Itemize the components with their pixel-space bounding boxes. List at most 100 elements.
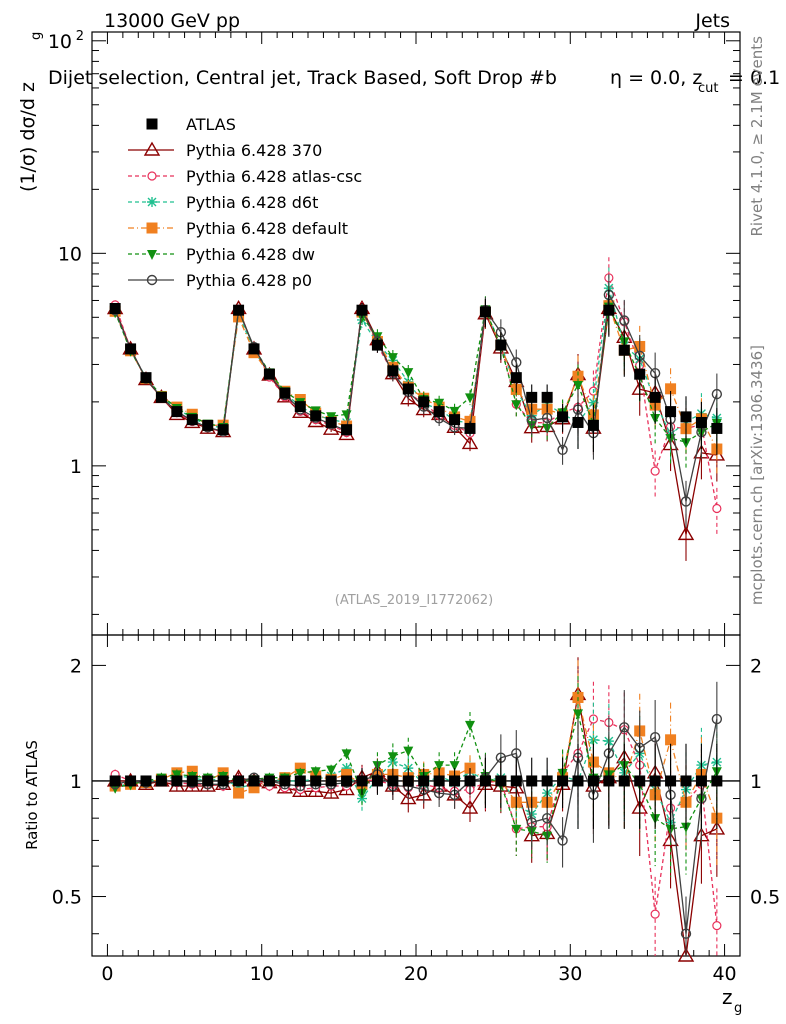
y-tick-label: 1	[70, 456, 82, 478]
ratio-point	[557, 835, 568, 846]
ratio-point	[449, 775, 461, 787]
ratio-point	[573, 709, 583, 720]
ratio-point	[155, 775, 167, 787]
ratio-point	[341, 763, 352, 774]
ratio-point	[109, 775, 121, 787]
ratio-panel	[91, 634, 741, 957]
data-point	[680, 496, 692, 507]
series-line-ratio	[115, 739, 718, 824]
ratio-point	[510, 775, 522, 787]
ratio-y-tick-label: 0.5	[52, 887, 82, 909]
data-point	[650, 466, 660, 476]
ratio-point	[479, 775, 491, 787]
ratio-point	[649, 775, 661, 787]
data-point	[433, 406, 445, 418]
plot-title-tail: = 0.1	[728, 67, 780, 89]
ratio-y-tick-label-right: 0.5	[750, 887, 780, 909]
header-right: Jets	[694, 10, 730, 32]
data-point	[588, 397, 599, 408]
side-label-bottom: mcplots.cern.ch [arXiv:1306.3436]	[748, 345, 766, 605]
y-tick-label: 10	[48, 31, 72, 53]
ratio-point	[665, 734, 677, 746]
series-pythia-6-428-p0	[109, 274, 723, 956]
ratio-point	[186, 775, 198, 787]
data-point	[572, 370, 584, 382]
ratio-point	[465, 720, 475, 731]
ratio-point	[125, 775, 137, 787]
ratio-point	[711, 775, 723, 787]
ratio-point	[677, 947, 695, 962]
data-point	[712, 503, 722, 514]
plot-title: Dijet selection, Central jet, Track Base…	[48, 67, 557, 89]
data-point	[371, 339, 383, 351]
ratio-point	[665, 775, 677, 787]
legend-entry: Pythia 6.428 default	[128, 219, 348, 238]
data-point	[233, 304, 245, 316]
data-point	[557, 411, 569, 423]
data-point	[294, 401, 306, 413]
ratio-point	[618, 775, 630, 787]
data-point	[677, 525, 695, 541]
ratio-point	[433, 775, 445, 787]
ratio-y-tick-label: 2	[70, 655, 82, 677]
ratio-point	[711, 713, 723, 725]
ratio-point	[434, 761, 445, 772]
data-point	[449, 406, 460, 417]
data-point	[465, 393, 475, 404]
header-left: 13000 GeV pp	[104, 10, 240, 32]
ratio-point	[495, 775, 507, 787]
legend-marker	[146, 274, 158, 286]
ratio-point	[171, 775, 183, 787]
ratio-point	[619, 722, 630, 733]
ratio-point	[233, 787, 245, 799]
ratio-point	[680, 928, 692, 939]
plot-title-main: Dijet selection, Central jet, Track Base…	[48, 67, 557, 89]
legend-label: Pythia 6.428 atlas-csc	[186, 167, 362, 186]
data-point	[279, 387, 291, 399]
legend-label: Pythia 6.428 default	[186, 219, 348, 238]
ratio-point	[294, 775, 306, 787]
ratio-point	[202, 775, 214, 787]
ratio-point	[511, 824, 522, 835]
ratio-point	[403, 746, 414, 757]
x-tick-label: 10	[250, 963, 274, 985]
side-label-top: Rivet 4.1.0, ≥ 2.1M events	[748, 36, 766, 237]
legend-entry: Pythia 6.428 d6t	[128, 193, 318, 212]
ratio-point	[572, 775, 584, 787]
ratio-point	[400, 790, 417, 805]
ratio-point	[712, 921, 722, 931]
legend-marker	[147, 197, 157, 207]
ratio-point	[526, 817, 537, 828]
series-line-ratio	[114, 713, 718, 837]
legend-marker	[143, 141, 161, 156]
data-point	[400, 390, 417, 405]
ratio-point	[541, 775, 553, 787]
plot-title-cut: cut	[698, 81, 718, 96]
ratio-y-tick-label-right: 1	[750, 771, 762, 793]
data-point	[125, 343, 137, 355]
x-tick-label: 20	[404, 963, 428, 985]
data-point	[587, 419, 599, 431]
series-atlas	[109, 289, 723, 829]
legend-entry: Pythia 6.428 atlas-csc	[128, 167, 362, 186]
legend-entry: ATLAS	[146, 115, 236, 134]
ratio-point	[402, 775, 414, 787]
legend-marker	[147, 171, 157, 181]
ratio-point	[295, 768, 306, 779]
legend-entry: Pythia 6.428 dw	[128, 245, 315, 264]
legend-entry: Pythia 6.428 370	[128, 141, 322, 160]
y-axis-label-main-text: (1/σ) dσ/d z	[17, 82, 39, 192]
ratio-point	[371, 775, 383, 787]
axes: 0 10 20 30 40 1 10 10 2 0.5 0.5 1 1 2 2	[48, 29, 780, 985]
data-point	[263, 368, 275, 380]
data-point	[387, 365, 399, 377]
legend-label: Pythia 6.428 370	[186, 141, 322, 160]
y-axis-label-main: (1/σ) dσ/d z	[17, 82, 39, 192]
x-tick-label: 40	[712, 963, 736, 985]
data-point	[233, 311, 245, 323]
data-point	[418, 396, 430, 408]
y-tick-exponent: 2	[76, 29, 84, 44]
ratio-point	[634, 775, 646, 787]
ratio-point	[649, 732, 661, 743]
